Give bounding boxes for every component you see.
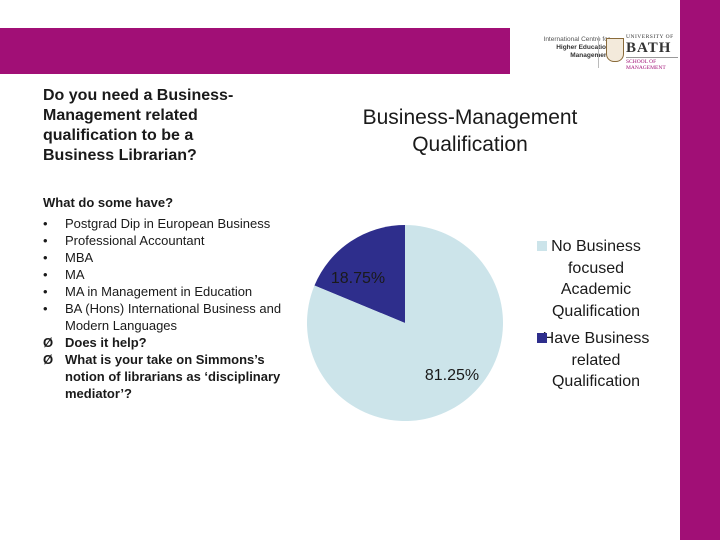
question-line: Business Librarian? (43, 147, 197, 164)
list-item: • Professional Accountant (43, 232, 283, 249)
list-item-text: MA in Management in Education (65, 284, 253, 299)
chart-title-line: Qualification (412, 133, 528, 156)
list-item-text: Postgrad Dip in European Business (65, 216, 271, 231)
list-item: • MBA (43, 249, 283, 266)
side-bar (680, 0, 720, 540)
header-band (0, 28, 510, 74)
slice-label-have: 18.75% (331, 270, 385, 287)
bath-text: BATH (626, 40, 672, 56)
list-heading: What do some have? (43, 195, 174, 210)
pie-slice-no-business (306, 225, 504, 421)
legend-item: No Business focused Academic Qualificati… (536, 236, 656, 322)
qualifications-list: • Postgrad Dip in European Business • Prof… (43, 215, 283, 402)
list-item-text: BA (Hons) International Business and Mod… (65, 301, 282, 333)
list-item-text: MBA (65, 250, 94, 265)
chart-title: Business-Management Qualification (330, 104, 610, 158)
arrow-bullet-icon: Ø (43, 352, 54, 367)
legend-label: No Business focused Academic Qualificati… (551, 238, 641, 320)
bullet-icon: • (43, 233, 48, 248)
arrow-bullet-icon: Ø (43, 335, 54, 350)
chart-legend: No Business focused Academic Qualificati… (536, 236, 656, 393)
crest-icon (606, 38, 624, 62)
university-logo: International Centre for Higher Educatio… (514, 30, 678, 72)
list-item-text: Professional Accountant (65, 233, 205, 248)
bullet-icon: • (43, 284, 48, 299)
centre-line: International Centre for (543, 36, 610, 43)
centre-line: Management (570, 52, 610, 59)
question-line: qualification to be a (43, 127, 194, 144)
legend-label: Have Business related Qualification (542, 330, 650, 390)
centre-line: Higher Education (556, 44, 610, 51)
legend-swatch-have (537, 333, 547, 343)
question-heading: Do you need a Business- Management relat… (43, 86, 283, 166)
list-item-text: MA (65, 267, 85, 282)
centre-name: International Centre for Higher Educatio… (520, 36, 610, 60)
logo-divider (598, 36, 599, 68)
list-item: • MA in Management in Education (43, 283, 283, 300)
legend-item: Have Business related Qualification (536, 328, 656, 393)
university-of-text: UNIVERSITY OF (626, 34, 674, 40)
bullet-icon: • (43, 250, 48, 265)
list-item-text: Does it help? (65, 335, 147, 350)
legend-swatch-no (537, 241, 547, 251)
bullet-icon: • (43, 216, 48, 231)
list-item: • Postgrad Dip in European Business (43, 215, 283, 232)
school-text: SCHOOL OF MANAGEMENT (626, 57, 678, 71)
list-item: • MA (43, 266, 283, 283)
bullet-icon: • (43, 301, 48, 316)
bath-wordmark: UNIVERSITY OF BATH SCHOOL OF MANAGEMENT (626, 34, 678, 71)
list-item: Ø Does it help? (43, 334, 283, 351)
list-item-text: What is your take on Simmons’s notion of… (65, 352, 281, 401)
bullet-icon: • (43, 267, 48, 282)
slice-label-no: 81.25% (425, 367, 479, 384)
pie-slice-have-business (314, 225, 405, 323)
list-item: • BA (Hons) International Business and Mo… (43, 300, 283, 334)
chart-title-line: Business-Management (362, 106, 578, 129)
question-line: Do you need a Business- (43, 87, 234, 104)
list-item: Ø What is your take on Simmons’s notion o… (43, 351, 283, 402)
question-line: Management related (43, 107, 198, 124)
pie-slices (306, 225, 504, 421)
